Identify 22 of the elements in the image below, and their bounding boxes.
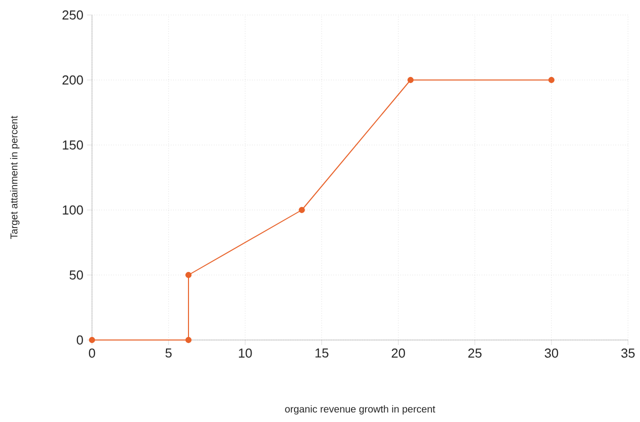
point <box>548 76 555 84</box>
y-tick-label: 50 <box>70 270 83 280</box>
x-tick-label: 0 <box>88 348 96 358</box>
x-tick-label: 25 <box>468 348 482 358</box>
x-tick-label: 35 <box>621 348 635 358</box>
point <box>88 336 96 344</box>
x-tick-label: 5 <box>165 348 172 358</box>
y-tick-label: 150 <box>62 140 83 150</box>
x-tick-label: 15 <box>316 348 328 358</box>
y-axis-title: Target attainment in percent <box>10 116 20 240</box>
point <box>185 336 192 344</box>
x-tick-label: 30 <box>544 348 558 358</box>
y-tick-label: 0 <box>76 335 83 345</box>
y-tick-label: 250 <box>62 10 83 20</box>
y-tick-label: 100 <box>62 205 83 215</box>
point <box>185 272 192 278</box>
x-tick-label: 20 <box>392 348 405 358</box>
x-tick-label: 10 <box>238 348 252 358</box>
y-tick-label: 200 <box>62 75 83 85</box>
point <box>298 206 305 214</box>
x-axis-title: organic revenue growth in percent <box>285 405 436 415</box>
point <box>407 76 414 84</box>
